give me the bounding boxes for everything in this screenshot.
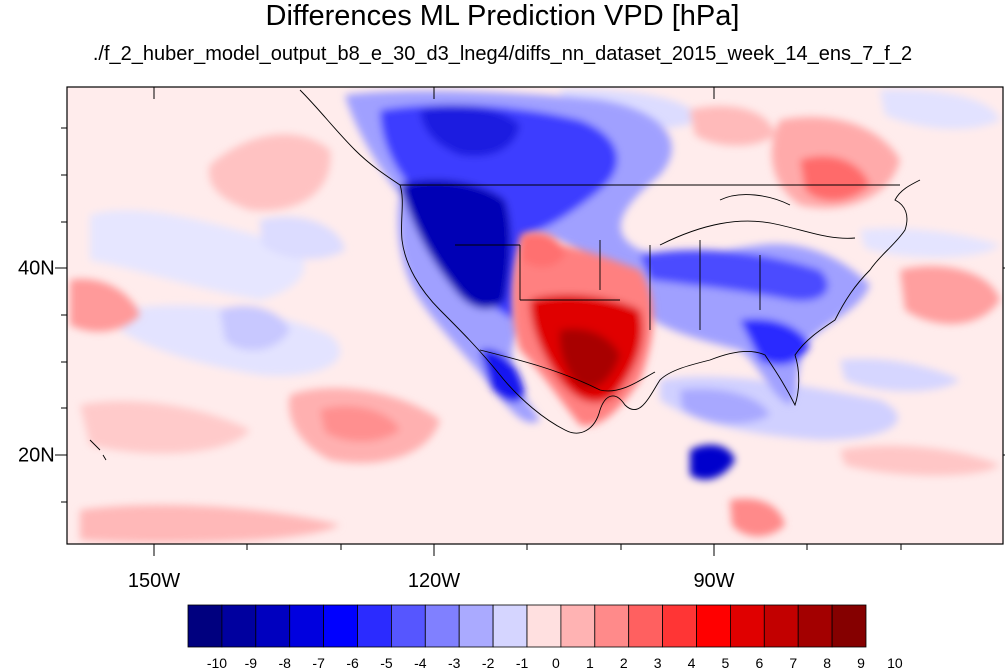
colorbar-swatch	[221, 604, 257, 648]
colorbar-label: 4	[687, 655, 696, 671]
colorbar-swatch	[594, 604, 630, 648]
coastlines	[89, 89, 921, 461]
colorbar-label: -7	[312, 655, 325, 671]
colorbar-label: -6	[346, 655, 359, 671]
lon-label-90w: 90W	[693, 570, 735, 592]
colorbar-label: -10	[206, 655, 228, 671]
colorbar-label: -4	[414, 655, 427, 671]
colorbar-swatch	[730, 604, 765, 648]
colorbar	[187, 604, 867, 648]
colorbar-swatch	[526, 604, 562, 648]
colorbar-label: -2	[481, 655, 495, 671]
colorbar-label: 5	[721, 655, 730, 671]
colorbar-label: 9	[857, 655, 865, 671]
colorbar-label: -5	[380, 655, 393, 671]
colorbar-label: -8	[278, 655, 291, 671]
colorbar-label: 0	[552, 655, 560, 671]
lat-label-20n: 20N	[18, 444, 55, 467]
lon-label-150w: 150W	[127, 570, 181, 592]
lon-label-120w: 120W	[407, 570, 461, 592]
colorbar-swatch	[560, 604, 596, 648]
colorbar-swatch	[696, 604, 731, 648]
colorbar-label: 7	[789, 655, 798, 671]
colorbar-label: 10	[887, 655, 903, 671]
colorbar-swatch	[662, 604, 697, 648]
colorbar-swatch	[187, 604, 223, 648]
map-title: Differences ML Prediction VPD [hPa]	[265, 0, 740, 32]
axis-ticks	[55, 87, 1005, 556]
colorbar-label: -3	[448, 655, 461, 671]
colorbar-label: 8	[823, 655, 832, 671]
colorbar-label: -1	[515, 655, 529, 671]
colorbar-swatch	[357, 604, 392, 648]
map-field	[67, 87, 1003, 544]
lat-label-40n: 40N	[18, 257, 55, 280]
colorbar-swatch	[831, 604, 867, 648]
colorbar-swatch	[255, 604, 291, 648]
colorbar-swatch	[390, 604, 426, 648]
colorbar-swatch	[628, 604, 664, 648]
colorbar-swatch	[289, 604, 325, 648]
colorbar-swatch	[797, 604, 833, 648]
colorbar-swatch	[424, 604, 460, 648]
colorbar-label: 3	[653, 655, 662, 671]
colorbar-swatch	[458, 604, 494, 648]
colorbar-swatch	[763, 604, 799, 648]
colorbar-swatch	[323, 604, 358, 648]
colorbar-label: -9	[244, 655, 258, 671]
colorbar-label: 1	[585, 655, 594, 671]
map-subtitle: ./f_2_huber_model_output_b8_e_30_d3_lneg…	[92, 43, 913, 65]
colorbar-swatch	[492, 604, 528, 648]
colorbar-label: 2	[619, 655, 628, 671]
colorbar-label: 6	[755, 655, 764, 671]
